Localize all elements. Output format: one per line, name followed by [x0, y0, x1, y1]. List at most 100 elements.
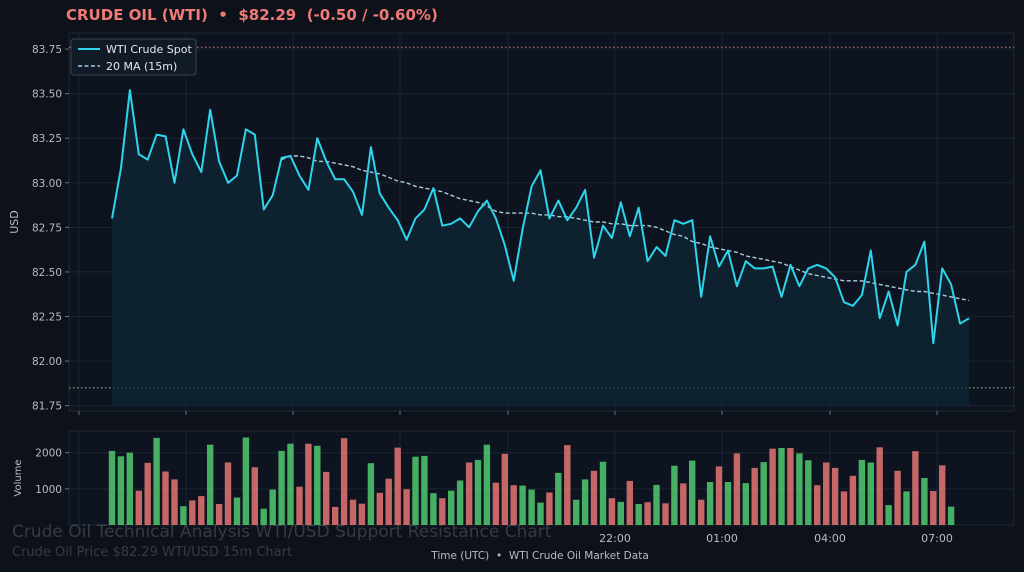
volume-bar — [778, 448, 785, 525]
volume-bar — [849, 475, 857, 525]
volume-bar — [760, 462, 767, 525]
volume-bar — [537, 502, 544, 525]
volume-bar — [448, 490, 455, 525]
volume-bar — [474, 459, 482, 525]
y-tick-label: 83.50 — [32, 89, 62, 101]
volume-bar — [831, 467, 839, 525]
volume-bar — [590, 470, 598, 525]
volume-bar — [314, 445, 321, 525]
volume-bar — [323, 471, 330, 525]
x-tick-label: 07:00 — [921, 532, 953, 545]
volume-bar — [671, 465, 678, 525]
volume-bar — [260, 508, 267, 525]
volume-bar — [947, 506, 955, 525]
volume-bar — [715, 466, 723, 525]
legend-label-spot: WTI Crude Spot — [106, 43, 192, 56]
watermark-subtitle: Crude Oil Price $82.29 WTI/USD 15m Chart — [12, 545, 293, 560]
volume-bar — [198, 496, 205, 525]
volume-bar — [840, 491, 848, 525]
volume-bar — [465, 462, 473, 525]
volume-bar — [885, 505, 892, 525]
volume-bar — [296, 486, 303, 525]
volume-bar — [305, 443, 312, 525]
x-tick-label: 22:00 — [599, 532, 631, 545]
volume-bar — [751, 467, 758, 525]
volume-bar — [814, 485, 821, 525]
x-tick-label: 01:00 — [706, 532, 738, 545]
volume-bar — [769, 448, 776, 525]
volume-bar — [626, 480, 633, 525]
volume-bar — [635, 504, 642, 525]
volume-bar — [608, 498, 616, 525]
volume-bar — [653, 484, 660, 525]
legend-label-ma: 20 MA (15m) — [106, 60, 177, 73]
volume-bar — [430, 493, 437, 525]
volume-bar — [787, 448, 794, 525]
volume-bar — [117, 456, 125, 525]
volume-bar — [930, 491, 937, 525]
y-tick-label: 82.25 — [32, 312, 62, 324]
volume-bar — [501, 453, 508, 525]
volume-bar — [519, 485, 526, 525]
volume-bar — [126, 452, 133, 525]
volume-bar — [510, 485, 517, 525]
volume-bar — [421, 455, 428, 525]
volume-bar — [867, 462, 874, 525]
volume-bar — [332, 506, 339, 525]
volume-bar — [796, 453, 803, 525]
volume-bar — [403, 489, 410, 525]
volume-y-tick-label: 2000 — [35, 448, 62, 460]
volume-axis-label: Volume — [13, 459, 24, 496]
volume-bar — [724, 482, 732, 525]
volume-bar — [153, 437, 160, 525]
price-area-fill — [112, 90, 969, 406]
volume-bar — [456, 480, 464, 525]
volume-bar — [528, 489, 535, 525]
y-tick-label: 83.25 — [32, 133, 62, 145]
volume-bar — [912, 451, 919, 525]
header-separator: • — [218, 6, 228, 24]
volume-bar — [599, 461, 607, 525]
volume-bar — [573, 499, 580, 525]
y-tick-label: 82.50 — [32, 267, 62, 279]
price-value: $82.29 — [238, 6, 297, 24]
volume-bar — [367, 463, 375, 525]
volume-bar — [278, 450, 285, 525]
volume-bar — [287, 443, 294, 525]
volume-bar — [733, 453, 741, 525]
volume-bar — [617, 501, 624, 525]
volume-bar — [680, 483, 687, 525]
volume-bar — [439, 498, 446, 525]
volume-bar — [939, 465, 946, 525]
volume-bar — [189, 500, 196, 525]
y-tick-label: 83.75 — [32, 44, 62, 56]
volume-bar — [546, 492, 553, 525]
watermark-title: Crude Oil Technical Analysis WTI/USD Sup… — [12, 522, 552, 542]
volume-bar — [385, 478, 392, 525]
volume-bar — [233, 497, 241, 525]
volume-bar — [483, 444, 491, 525]
price-change: (-0.50 / -0.60%) — [306, 6, 438, 24]
price-header: CRUDE OIL (WTI) • $82.29 (-0.50 / -0.60%… — [66, 6, 438, 24]
volume-bar — [215, 504, 223, 525]
volume-bar — [903, 491, 910, 525]
volume-bar — [108, 450, 116, 525]
volume-bar — [564, 445, 571, 525]
y-tick-label: 82.00 — [32, 356, 62, 368]
volume-bar — [251, 467, 258, 525]
volume-bar — [706, 482, 714, 525]
volume-bar — [180, 506, 187, 525]
volume-bar — [876, 447, 883, 525]
volume-bar — [144, 462, 151, 525]
y-tick-label: 81.75 — [32, 401, 62, 413]
volume-bar — [394, 447, 401, 525]
price-line — [111, 89, 970, 345]
volume-bar — [823, 462, 830, 525]
volume-bar — [135, 490, 142, 525]
volume-bar — [555, 472, 562, 525]
volume-bar — [376, 492, 383, 525]
volume-bar — [224, 462, 232, 525]
volume-bar — [644, 502, 651, 525]
volume-bar — [340, 438, 348, 525]
x-tick-label: 04:00 — [814, 532, 846, 545]
